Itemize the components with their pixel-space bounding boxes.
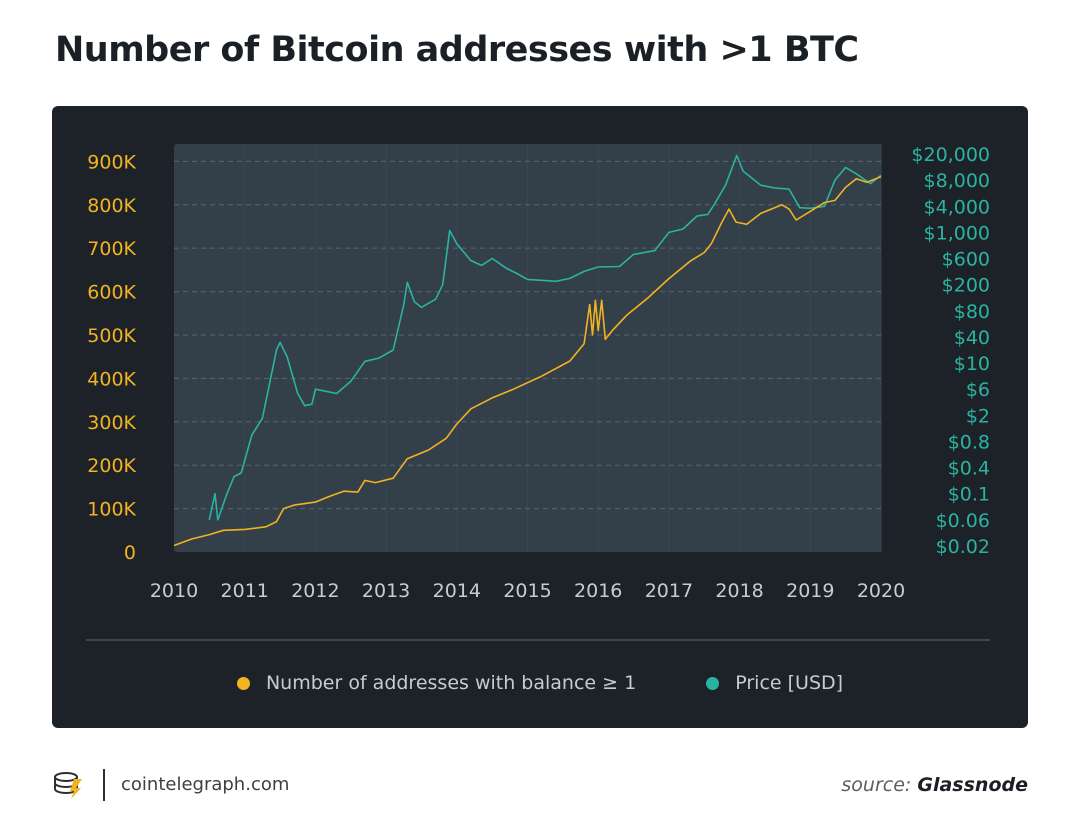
chart-card: 0 100K 200K 300K 400K 500K 600K 700K 800K 900K $0.… (52, 106, 1028, 728)
y-right-tick-label: $600 (942, 249, 990, 271)
chart-svg: 0 100K 200K 300K 400K 500K 600K 700K 800K 900K $0.… (86, 144, 990, 641)
footer-separator (103, 769, 105, 801)
legend-dot-addresses (236, 676, 250, 690)
y-right-tick-label: $40 (954, 327, 990, 349)
y-left-tick-label: 100K (87, 499, 136, 521)
y-left-tick-label: 900K (87, 151, 136, 173)
legend-label-price: Price [USD] (735, 672, 844, 694)
x-tick-label: 2014 (433, 580, 481, 602)
legend-item-price: Price [USD] (706, 672, 843, 694)
x-tick-label: 2010 (150, 580, 198, 602)
y-right-tick-label: $4,000 (924, 196, 990, 218)
y-right-tick-label: $0.06 (936, 510, 990, 532)
x-tick-label: 2019 (786, 580, 834, 602)
y-right-tick-label: $2 (966, 405, 990, 427)
y-left-tick-label: 800K (87, 195, 136, 217)
y-left-tick-label: 400K (87, 368, 136, 390)
page-title: Number of Bitcoin addresses with >1 BTC (55, 30, 859, 70)
y-right-tick-label: $0.1 (948, 484, 990, 506)
y-right-tick-label: $200 (942, 275, 990, 297)
legend-dot-price (706, 676, 720, 690)
x-tick-label: 2020 (857, 580, 905, 602)
y-left-tick-label: 700K (87, 238, 136, 260)
y-right-tick-label: $6 (966, 379, 990, 401)
y-right-tick-label: $20,000 (911, 144, 990, 166)
legend: Number of addresses with balance ≥ 1 Pri… (52, 672, 1028, 695)
y-right-tick-label: $0.8 (948, 431, 990, 453)
y-right-tick-label: $80 (954, 301, 990, 323)
y-right-tick-label: $1,000 (924, 222, 990, 244)
series-line-addresses (173, 175, 882, 547)
x-tick-label: 2017 (645, 580, 693, 602)
y-right-tick-label: $10 (954, 353, 990, 375)
y-right-tick-label: $0.02 (936, 536, 990, 558)
y-left-tick-label: 300K (87, 412, 136, 434)
y-left-tick-label: 600K (87, 282, 136, 304)
x-tick-label: 2012 (291, 580, 339, 602)
y-right-tick-label: $8,000 (924, 170, 990, 192)
x-tick-label: 2018 (715, 580, 763, 602)
x-tick-label: 2015 (503, 580, 551, 602)
x-tick-label: 2013 (362, 580, 410, 602)
cointelegraph-logo-icon (54, 772, 82, 799)
y-left-tick-label: 500K (87, 325, 136, 347)
x-tick-label: 2016 (574, 580, 622, 602)
series-line-price (208, 154, 882, 521)
y-left-tick-label: 0 (124, 542, 136, 564)
source-name: Glassnode (917, 774, 1028, 796)
footer-source: source: Glassnode (841, 774, 1028, 796)
y-right-tick-label: $0.4 (948, 458, 990, 480)
legend-item-addresses: Number of addresses with balance ≥ 1 (236, 672, 637, 694)
y-left-tick-label: 200K (87, 455, 136, 477)
footer-site-link[interactable]: cointelegraph.com (121, 774, 290, 795)
legend-label-addresses: Number of addresses with balance ≥ 1 (265, 672, 637, 694)
x-tick-label: 2011 (221, 580, 269, 602)
source-prefix: source: (841, 774, 912, 796)
